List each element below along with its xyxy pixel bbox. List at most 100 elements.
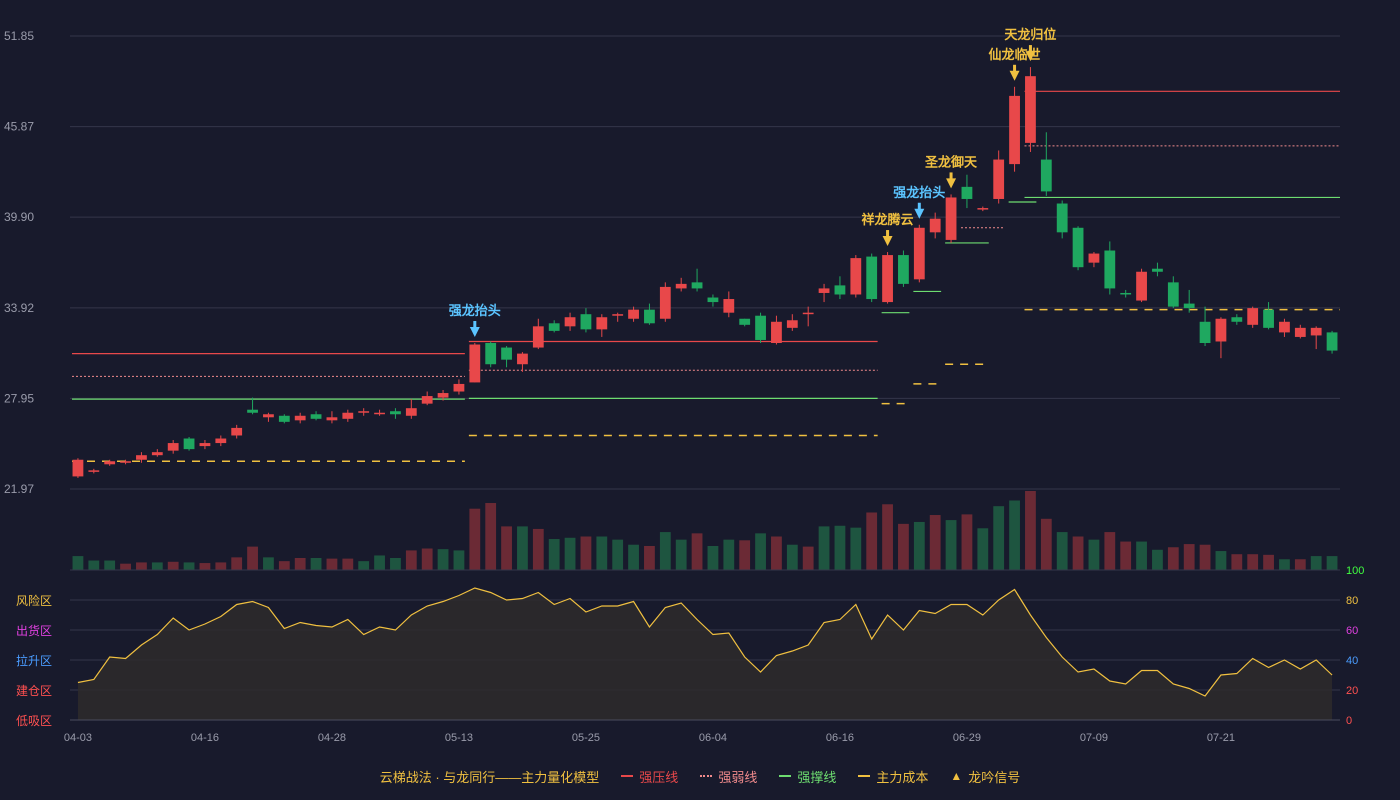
volume-bar: [1009, 500, 1020, 570]
y-tick-label: 39.90: [4, 210, 34, 224]
candle-body: [548, 323, 560, 331]
candle-body: [421, 396, 433, 404]
candle-body: [1279, 321, 1290, 333]
volume-bar: [183, 562, 195, 570]
candle-body: [1326, 332, 1338, 351]
legend-signal[interactable]: ▲ 龙吟信号: [950, 767, 1020, 786]
candle-body: [469, 344, 481, 383]
y-tick-label: 51.85: [4, 29, 34, 43]
volume-bar: [596, 536, 608, 570]
candle-body: [1215, 318, 1227, 342]
volume-bar: [151, 562, 163, 570]
x-tick-label: 04-16: [191, 732, 219, 744]
volume-bar: [1136, 541, 1147, 570]
volume-bar: [866, 512, 878, 570]
oscillator-area: [77, 588, 1333, 720]
volume-bar: [1199, 544, 1211, 570]
candle-body: [278, 415, 290, 422]
volume-bar: [675, 539, 687, 570]
volume-bar: [1167, 547, 1179, 570]
volume-bar: [342, 558, 354, 570]
candle-body: [945, 197, 957, 240]
legend-support[interactable]: 强撑线: [779, 767, 836, 786]
candle-body: [342, 412, 354, 419]
signal-arrow-stem: [1028, 45, 1032, 53]
volume-bar: [453, 550, 465, 570]
candle-body: [834, 285, 846, 295]
volume-bar: [580, 536, 592, 570]
x-tick-label: 06-29: [953, 732, 981, 744]
osc-tick-label: 20: [1346, 685, 1358, 697]
volume-bar: [247, 546, 258, 570]
candle-body: [358, 411, 370, 413]
volume-bar: [834, 525, 846, 570]
volume-bar: [310, 557, 322, 570]
candle-body: [1152, 268, 1163, 272]
volume-bar: [374, 555, 385, 570]
volume-bar: [1056, 532, 1068, 570]
legend-cost[interactable]: 主力成本: [858, 767, 928, 786]
candle-body: [659, 286, 671, 319]
volume-bar: [136, 562, 147, 570]
volume-bar: [1183, 544, 1195, 570]
volume-bar: [1025, 491, 1036, 570]
volume-bar: [120, 563, 131, 570]
signal-label: 祥龙腾云: [862, 212, 914, 228]
candle-body: [247, 409, 258, 413]
volume-bar: [707, 545, 719, 570]
volume-bar: [691, 533, 703, 570]
candle-body: [1199, 321, 1211, 344]
candle-body: [786, 320, 798, 328]
volume-bar: [358, 561, 370, 570]
signal-label: 圣龙御天: [925, 154, 978, 170]
candle-body: [183, 438, 195, 450]
candle-body: [1120, 292, 1132, 295]
candle-body: [263, 414, 274, 418]
candle-body: [120, 461, 131, 463]
signal-label: 仙龙临世: [989, 47, 1041, 63]
candle-body: [88, 470, 100, 472]
volume-bar: [771, 536, 782, 570]
legend-cost-label: 主力成本: [876, 769, 929, 785]
volume-bar: [977, 528, 989, 570]
legend-resistance[interactable]: 强压线: [621, 767, 678, 786]
candle-body: [929, 218, 941, 233]
candle-body: [1040, 159, 1052, 192]
volume-bar: [564, 537, 576, 570]
legend-resistance-swatch: [621, 775, 634, 777]
candle-body: [326, 417, 338, 421]
volume-bar: [390, 557, 401, 570]
osc-tick-label: 60: [1346, 625, 1358, 637]
legend-signal-label: 龙吟信号: [968, 769, 1021, 785]
zone-label: 风险区: [16, 593, 52, 608]
legend-title: 云梯战法 · 与龙同行——主力量化模型: [380, 767, 600, 786]
legend: 云梯战法 · 与龙同行——主力量化模型 强压线 强弱线 强撑线 主力成本 ▲ 龙…: [0, 766, 1400, 786]
volume-bar: [326, 558, 338, 570]
signal-label: 天龙归位: [1004, 27, 1056, 43]
candle-body: [1247, 308, 1259, 325]
legend-support-swatch: [779, 775, 792, 777]
candle-body: [580, 314, 592, 330]
candle-body: [771, 321, 782, 344]
candle-body: [485, 343, 497, 365]
volume-bar: [929, 515, 941, 570]
volume-bar: [1104, 532, 1116, 570]
volume-bar: [628, 544, 639, 570]
candle-body: [882, 255, 893, 303]
candle-body: [136, 455, 147, 460]
volume-bar: [1326, 556, 1338, 570]
signal-label: 强龙抬头: [449, 303, 501, 319]
candle-body: [1263, 309, 1274, 328]
candle-body: [755, 315, 766, 340]
candle-body: [961, 186, 973, 199]
candle-body: [802, 312, 814, 315]
candle-body: [374, 412, 385, 415]
candle-body: [151, 452, 163, 456]
legend-weak[interactable]: 强弱线: [700, 767, 757, 786]
volume-bar: [72, 556, 84, 570]
volume-bar: [961, 514, 973, 570]
candle-body: [866, 256, 878, 300]
candle-body: [390, 411, 401, 415]
legend-cost-swatch: [858, 775, 871, 777]
candle-body: [564, 317, 576, 327]
